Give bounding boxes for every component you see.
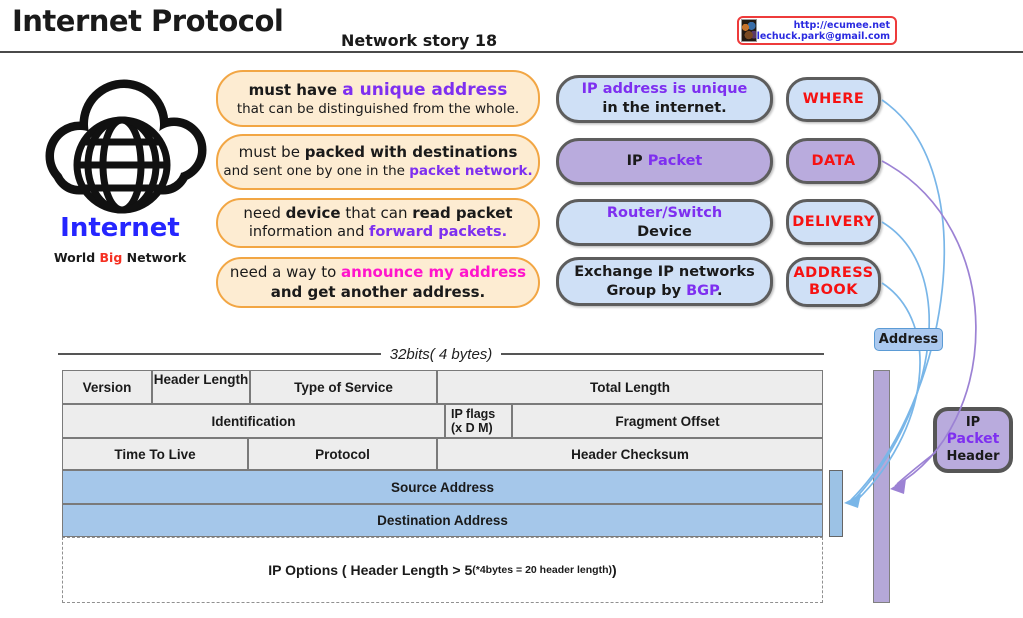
page-subtitle: Network story 18 bbox=[341, 31, 498, 50]
packet-header-bar bbox=[873, 370, 890, 603]
need3-bold2: read packet bbox=[412, 203, 513, 222]
bits-label: 32bits( 4 bytes) bbox=[389, 345, 493, 363]
cell-ip-options: IP Options ( Header Length > 5 (*4bytes … bbox=[62, 537, 823, 603]
need2-highlight: packet network. bbox=[409, 162, 533, 179]
bits-ruler: 32bits( 4 bytes) bbox=[58, 345, 825, 363]
need4-text: need a way to bbox=[229, 263, 342, 281]
sol2-packet: Packet bbox=[647, 153, 703, 170]
need3-highlight: forward packets. bbox=[369, 224, 508, 241]
cell-protocol: Protocol bbox=[248, 438, 437, 470]
need4-subtext: and get another address. bbox=[270, 282, 486, 301]
arrow-packetbox-to-bar bbox=[896, 451, 937, 485]
sol4-period: . bbox=[717, 282, 723, 299]
tag-address-book-line1: ADDRESS bbox=[793, 265, 874, 282]
internet-tagline: World Big Network bbox=[28, 250, 212, 265]
author-photo bbox=[741, 19, 757, 42]
tagline-world: World bbox=[53, 250, 100, 265]
need3-text: need bbox=[243, 203, 286, 222]
sol4-line2: Group by bbox=[606, 282, 687, 299]
need-box-packed-destinations: must be packed with destinations and sen… bbox=[216, 134, 540, 190]
need1-text: must have bbox=[248, 80, 343, 99]
cell-total-length: Total Length bbox=[437, 370, 823, 404]
need3-text2: that can bbox=[340, 203, 413, 222]
packet-header-line1: IP bbox=[965, 415, 981, 430]
tag-where-label: WHERE bbox=[802, 91, 865, 108]
cell-destination-address: Destination Address bbox=[62, 504, 823, 537]
solution-box-ip-packet: IP Packet bbox=[556, 138, 773, 185]
packet-header-line3: Header bbox=[946, 448, 1000, 464]
need2-text: must be bbox=[238, 143, 305, 162]
tag-data-label: DATA bbox=[811, 152, 856, 169]
page-title: Internet Protocol bbox=[12, 4, 284, 38]
author-email: lechuck.park@gmail.com bbox=[756, 30, 890, 42]
ip-flags-line1: IP flags bbox=[451, 407, 496, 421]
tag-data: DATA bbox=[786, 138, 881, 184]
solution-box-ip-address: IP address is unique in the internet. bbox=[556, 75, 773, 123]
sol1-line1: IP address is unique bbox=[581, 81, 748, 98]
cell-source-address: Source Address bbox=[62, 470, 823, 504]
tag-address-book-line2: BOOK bbox=[809, 282, 858, 298]
tag-where: WHERE bbox=[786, 77, 881, 122]
need4-highlight: announce my address bbox=[341, 263, 527, 281]
sol2-ip: IP bbox=[626, 153, 648, 170]
need1-highlight: a unique address bbox=[342, 79, 508, 100]
need3-subtext: information and bbox=[248, 224, 370, 241]
tagline-network: Network bbox=[122, 250, 187, 265]
packet-header-line2: Packet bbox=[946, 431, 1000, 448]
need-box-device: need device that can read packet informa… bbox=[216, 198, 540, 248]
tag-delivery: DELIVERY bbox=[786, 199, 881, 245]
cell-version: Version bbox=[62, 370, 152, 404]
header-divider bbox=[0, 51, 1023, 53]
need2-bold: packed with destinations bbox=[304, 143, 518, 162]
sol3-line1: Router/Switch bbox=[606, 204, 723, 221]
blue-arrowhead bbox=[844, 494, 861, 508]
internet-cloud-globe-icon bbox=[45, 79, 207, 214]
ruler-line-right bbox=[501, 353, 825, 355]
purple-arrowhead bbox=[890, 479, 906, 494]
ip-packet-header-box: IP Packet Header bbox=[933, 407, 1013, 473]
need-box-unique-address: must have a unique address that can be d… bbox=[216, 70, 540, 127]
cell-type-of-service: Type of Service bbox=[250, 370, 437, 404]
ruler-line-left bbox=[58, 353, 381, 355]
address-fields-bar bbox=[829, 470, 843, 537]
need2-subtext: and sent one by one in the bbox=[223, 162, 410, 179]
ip-options-note: (*4bytes = 20 header length) bbox=[472, 564, 613, 576]
cell-fragment-offset: Fragment Offset bbox=[512, 404, 823, 438]
author-badge: http://ecumee.net lechuck.park@gmail.com bbox=[737, 16, 897, 45]
need-box-announce-address: need a way to announce my address and ge… bbox=[216, 257, 540, 308]
sol1-line2: in the internet. bbox=[602, 100, 727, 116]
tag-address-book: ADDRESS BOOK bbox=[786, 257, 881, 307]
sol4-bgp: BGP bbox=[686, 282, 718, 299]
author-url: http://ecumee.net bbox=[793, 19, 890, 31]
sol4-line1: Exchange IP networks bbox=[574, 263, 755, 280]
author-contact: http://ecumee.net lechuck.park@gmail.com bbox=[757, 20, 895, 42]
cell-time-to-live: Time To Live bbox=[62, 438, 248, 470]
need3-bold1: device bbox=[285, 203, 341, 222]
cell-header-length: Header Length bbox=[152, 370, 250, 404]
ip-flags-line2: (x D M) bbox=[451, 421, 493, 435]
address-callout: Address bbox=[874, 328, 943, 351]
sol3-line2: Device bbox=[637, 223, 692, 240]
internet-label: Internet bbox=[60, 213, 180, 243]
cell-identification: Identification bbox=[62, 404, 445, 438]
ip-options-main: IP Options ( Header Length > 5 bbox=[268, 562, 473, 578]
tag-delivery-label: DELIVERY bbox=[792, 213, 875, 230]
solution-box-bgp: Exchange IP networks Group by BGP. bbox=[556, 257, 773, 306]
cell-header-checksum: Header Checksum bbox=[437, 438, 823, 470]
cell-ip-flags: IP flags (x D M) bbox=[445, 404, 512, 438]
ip-options-close: ) bbox=[612, 562, 617, 578]
solution-box-router-switch: Router/Switch Device bbox=[556, 199, 773, 246]
tagline-big: Big bbox=[99, 250, 123, 265]
need1-subtext: that can be distinguished from the whole… bbox=[236, 100, 520, 117]
